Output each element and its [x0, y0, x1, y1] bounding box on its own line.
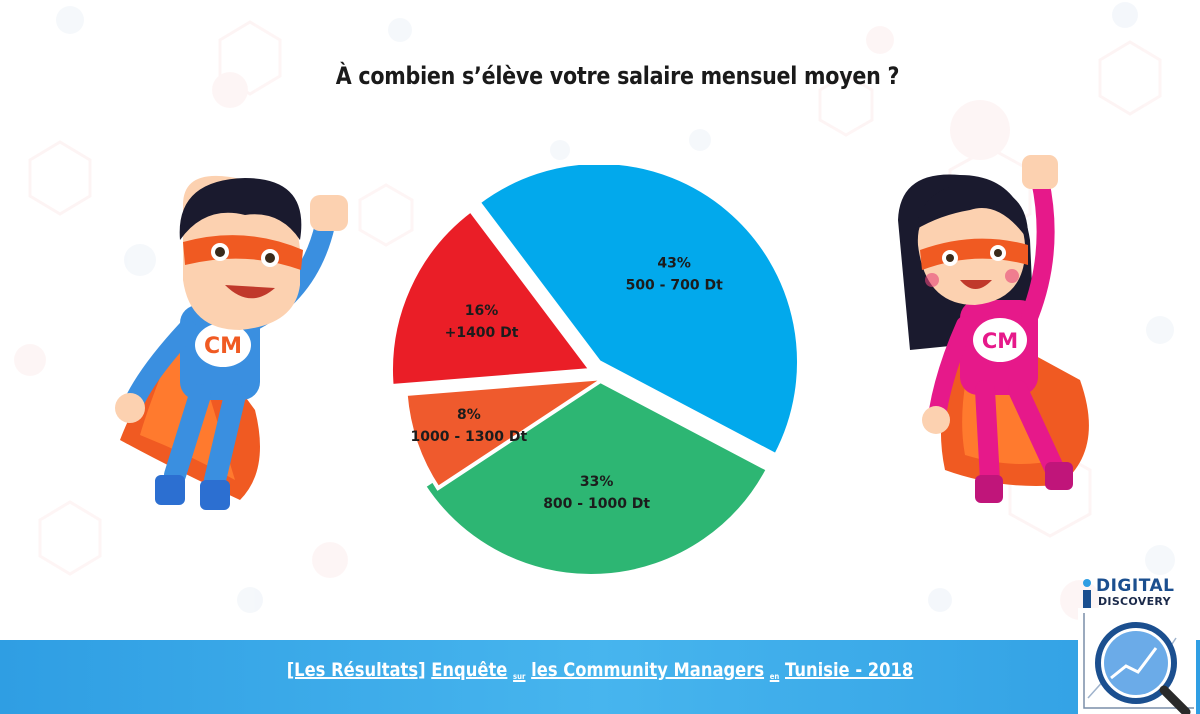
fist-icon: [1022, 155, 1058, 189]
left-superhero-illustration: CM: [115, 175, 348, 510]
pie-slice: [421, 373, 771, 578]
pie-slice: [403, 376, 607, 491]
right-badge: CM: [982, 329, 1018, 353]
pie-slice: [475, 165, 801, 458]
pie-slice: [390, 207, 595, 389]
footer-part6: Tunisie - 2018: [785, 659, 914, 681]
slice-percent-label: 43%: [657, 256, 691, 272]
digital-discovery-logo: DIGITAL DISCOVERY: [1078, 576, 1188, 616]
slice-category-label: 1000 - 1300 Dt: [411, 429, 528, 445]
fist-icon: [310, 195, 348, 231]
slice-percent-label: 33%: [580, 474, 614, 490]
slice-percent-label: 16%: [465, 303, 499, 319]
footer-part4: les Community Managers: [531, 659, 765, 681]
logo-line2: DISCOVERY: [1098, 595, 1171, 608]
slice-percent-label: 8%: [457, 407, 481, 423]
footer-part3: sur: [513, 672, 526, 681]
chart-title: À combien s’élève votre salaire mensuel …: [335, 62, 900, 90]
footer-banner: [Les Résultats] Enquête sur les Communit…: [0, 640, 1200, 714]
slice-category-label: 500 - 700 Dt: [626, 278, 724, 294]
right-superhero-illustration: CM: [898, 155, 1089, 503]
magnifier-icon: [1078, 608, 1196, 714]
slice-category-label: 800 - 1000 Dt: [543, 496, 650, 512]
logo-mark-icon: [1083, 579, 1091, 610]
slice-category-label: +1400 Dt: [445, 325, 519, 341]
pie-chart: 43% 500 - 700 Dt 33% 800 - 1000 Dt 8% 1000 - …: [390, 165, 801, 578]
footer-text: [Les Résultats] Enquête sur les Communit…: [84, 659, 1116, 681]
logo-line1: DIGITAL: [1096, 576, 1175, 596]
footer-part5: en: [769, 672, 780, 681]
left-badge: CM: [204, 334, 242, 359]
footer-part2: Enquête: [431, 659, 508, 681]
footer-part1: [Les Résultats]: [286, 659, 426, 681]
